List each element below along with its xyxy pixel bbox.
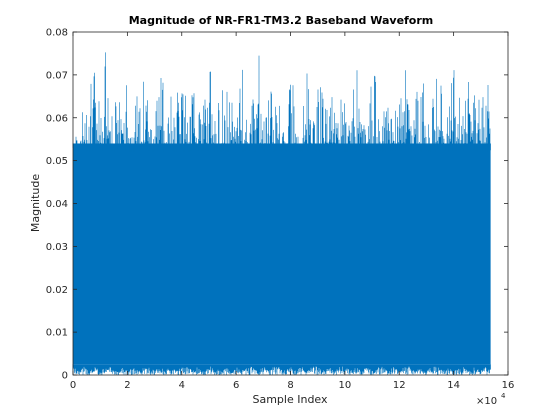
x-tick-label: 2 (124, 380, 130, 391)
x-tick-label: 12 (393, 380, 406, 391)
y-axis-label: Magnitude (29, 174, 42, 233)
chart-title: Magnitude of NR-FR1-TM3.2 Baseband Wavef… (129, 14, 434, 27)
x-axis-label: Sample Index (252, 393, 328, 406)
y-tick-label: 0.08 (46, 28, 68, 39)
y-tick-label: 0.05 (46, 156, 68, 167)
x-tick-label: 6 (233, 380, 239, 391)
x-tick-label: 8 (287, 380, 293, 391)
y-axis-ticks: 0 0.01 0.02 0.03 0.04 0.05 0.06 0.07 0.08 (46, 28, 508, 382)
x-tick-label: 4 (179, 380, 185, 391)
waveform-body (73, 143, 491, 365)
y-tick-label: 0 (62, 371, 68, 382)
y-tick-label: 0.03 (46, 242, 68, 253)
y-tick-label: 0.02 (46, 285, 68, 296)
x-tick-label: 10 (339, 380, 352, 391)
y-tick-label: 0.04 (46, 199, 68, 210)
x-exponent-base: ×10 (476, 396, 497, 407)
y-tick-label: 0.01 (46, 328, 68, 339)
x-tick-label: 16 (502, 380, 515, 391)
x-exponent-power: 4 (501, 392, 506, 400)
x-tick-label: 0 (70, 380, 76, 391)
x-axis-exponent: ×10 4 (476, 392, 506, 407)
x-tick-label: 14 (447, 380, 460, 391)
series-layer (72, 52, 491, 375)
y-tick-label: 0.06 (46, 113, 68, 124)
y-tick-label: 0.07 (46, 70, 68, 81)
x-axis-ticks: 0 2 4 6 8 10 12 14 16 (70, 32, 515, 391)
